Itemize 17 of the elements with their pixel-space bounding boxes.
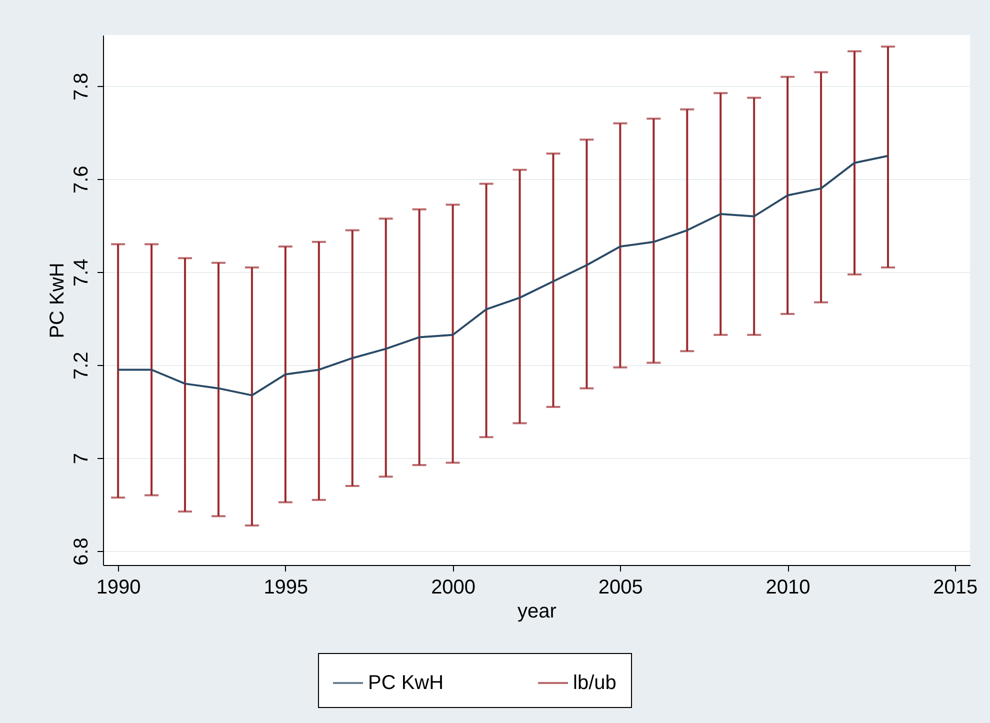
- x-axis-title: year: [518, 600, 557, 622]
- x-tick-label: 2000: [431, 576, 476, 598]
- x-tick-label: 1990: [96, 576, 141, 598]
- y-tick-label: 7.2: [70, 352, 92, 380]
- y-tick-label: 7.4: [70, 258, 92, 287]
- x-tick-label: 2010: [766, 576, 810, 598]
- line-series: [117, 154, 889, 396]
- y-tick-label: 7.8: [70, 72, 92, 101]
- y-tick-label: 6.8: [70, 538, 92, 566]
- x-tick-label: 2005: [598, 576, 643, 598]
- x-tick-label: 1995: [264, 576, 308, 598]
- y-tick-label: 7.6: [70, 166, 92, 194]
- legend-label: lb/ub: [573, 672, 616, 694]
- y-tick-label: 7: [70, 453, 92, 464]
- y-axis-title: PC KwH: [46, 262, 68, 338]
- legend-label: PC KwH: [368, 672, 444, 694]
- x-tick-label: 2015: [933, 576, 978, 598]
